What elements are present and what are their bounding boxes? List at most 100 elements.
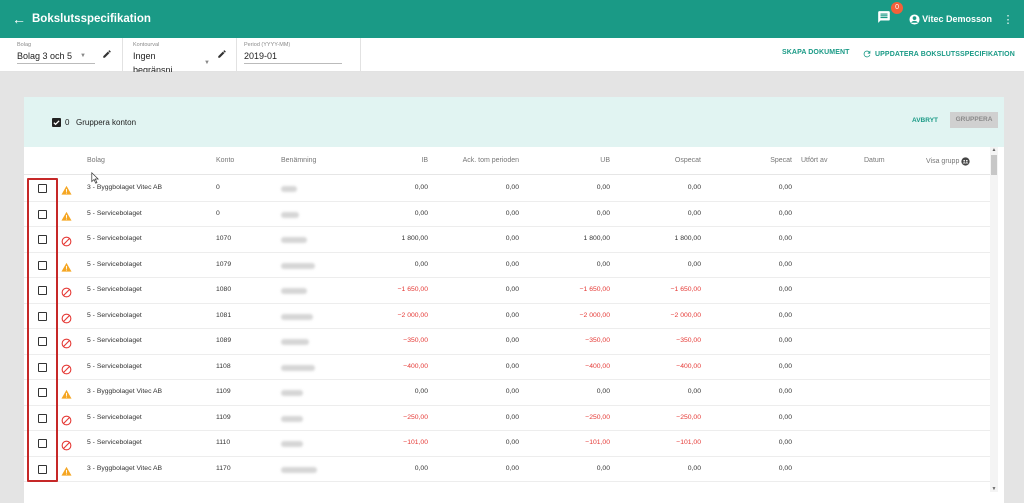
cell-ospecat: −250,00: [676, 413, 701, 421]
table-row[interactable]: 5 - Servicebolaget 1110 −101,00 0,00 −101,00…: [24, 431, 990, 457]
block-icon: [61, 336, 72, 349]
cell-ub: 0,00: [596, 209, 610, 217]
column-header-ack[interactable]: Ack. tom perioden: [462, 157, 519, 164]
user-menu[interactable]: Vitec Demosson: [909, 13, 992, 25]
row-checkbox[interactable]: [38, 337, 47, 346]
chat-icon[interactable]: 0: [877, 2, 904, 28]
column-header-datum[interactable]: Datum: [864, 157, 885, 164]
cell-konto: 1108: [216, 362, 231, 370]
cell-ib: 0,00: [414, 464, 428, 472]
cell-ub: 0,00: [596, 260, 610, 268]
table-row[interactable]: 5 - Servicebolaget 1108 −400,00 0,00 −400,00…: [24, 355, 990, 380]
cell-ospecat: 0,00: [687, 260, 701, 268]
row-checkbox[interactable]: [38, 464, 47, 474]
cell-ib: −350,00: [403, 337, 428, 344]
table-row[interactable]: 3 - Byggbolaget Vitec AB 1109 0,00 0,00 0,00…: [24, 380, 990, 406]
table-row[interactable]: 5 - Servicebolaget 1080 −1 650,00 0,00 −1 65…: [24, 278, 990, 304]
table-body: 3 - Byggbolaget Vitec AB 0 0,00 0,00 0,00 0,0…: [24, 176, 990, 503]
cell-benamning-redacted: [281, 186, 297, 192]
cell-konto: 1110: [216, 439, 231, 446]
column-header-benamning[interactable]: Benämning: [281, 157, 317, 164]
edit-pencil-icon[interactable]: [102, 49, 112, 59]
scroll-up-arrow-icon[interactable]: ▲: [991, 147, 997, 153]
cell-specat: 0,00: [778, 464, 792, 472]
column-header-ospecat[interactable]: Ospecat: [674, 157, 701, 164]
column-header-utfort[interactable]: Utfört av: [801, 157, 828, 164]
group-checkbox[interactable]: [52, 118, 61, 127]
cell-ub: 1 800,00: [583, 235, 610, 242]
cell-benamning-redacted: [281, 313, 313, 320]
scroll-down-arrow-icon[interactable]: ▼: [991, 486, 997, 492]
row-checkbox[interactable]: [38, 184, 47, 193]
cell-ack: 0,00: [505, 311, 519, 319]
kontourval-select[interactable]: Kontourval Ingen begränsni ▼: [133, 42, 210, 78]
table-row[interactable]: 3 - Byggbolaget Vitec AB 0 0,00 0,00 0,00 0,0…: [24, 176, 990, 202]
cell-ib: 0,00: [414, 184, 428, 191]
table-row[interactable]: 5 - Servicebolaget 1089 −350,00 0,00 −350,00…: [24, 329, 990, 355]
cell-ospecat: −2 000,00: [670, 311, 701, 319]
cell-ib: −101,00: [403, 439, 428, 446]
column-header-ib[interactable]: IB: [421, 157, 428, 164]
cell-specat: 0,00: [778, 439, 792, 446]
checkbox-column-highlight: [27, 178, 58, 482]
row-checkbox[interactable]: [38, 209, 47, 219]
column-header-konto[interactable]: Konto: [216, 157, 235, 164]
table-row[interactable]: 3 - Byggbolaget Vitec AB 1170 0,00 0,00 0,00…: [24, 457, 990, 482]
table-header: Bolag Konto Benämning IB Ack. tom period…: [24, 147, 990, 175]
cell-ack: 0,00: [505, 260, 519, 268]
avbryt-button[interactable]: AVBRYT: [912, 117, 938, 124]
more-vert-icon[interactable]: ⋮: [1002, 13, 1014, 26]
back-arrow-icon[interactable]: ←: [12, 11, 26, 27]
table-row[interactable]: 5 - Servicebolaget 0 0,00 0,00 0,00 0,00 0,00: [24, 202, 990, 227]
block-icon: [61, 438, 72, 451]
cell-specat: 0,00: [778, 209, 792, 217]
table-row[interactable]: 5 - Servicebolaget 1079 0,00 0,00 0,00 0,00 0,…: [24, 253, 990, 278]
cell-ospecat: −101,00: [676, 439, 701, 446]
cell-ack: 0,00: [505, 184, 519, 191]
table-row[interactable]: 5 - Servicebolaget 1070 1 800,00 0,00 1 800,…: [24, 227, 990, 253]
row-checkbox[interactable]: [38, 311, 47, 321]
table-row[interactable]: 5 - Servicebolaget 1109 −250,00 0,00 −250,00…: [24, 406, 990, 431]
cell-benamning-redacted: [281, 415, 303, 422]
group-count: 0: [65, 118, 70, 127]
cell-konto: 1081: [216, 311, 232, 319]
period-input[interactable]: Period (YYYY-MM) 2019-01: [244, 42, 342, 70]
row-checkbox[interactable]: [38, 439, 47, 448]
uppdatera-label: UPPDATERA BOKSLUTSSPECIFIKATION: [875, 50, 1015, 58]
cell-benamning-redacted: [281, 262, 315, 269]
block-icon: [61, 311, 72, 323]
uppdatera-button[interactable]: UPPDATERA BOKSLUTSSPECIFIKATION: [862, 49, 1015, 59]
cell-ospecat: −400,00: [676, 362, 701, 370]
bolag-select[interactable]: Bolag Bolag 3 och 5 ▼: [17, 42, 95, 70]
cell-ib: −250,00: [403, 413, 428, 421]
skapa-dokument-button[interactable]: SKAPA DOKUMENT: [782, 49, 850, 56]
vertical-scrollbar[interactable]: ▲ ▼: [990, 147, 998, 492]
scroll-thumb[interactable]: [991, 155, 997, 175]
column-header-visa-grupp[interactable]: Visa grupp: [926, 157, 970, 166]
gruppera-button[interactable]: GRUPPERA: [950, 112, 998, 128]
cell-ub: 0,00: [596, 388, 610, 395]
cell-ib: −2 000,00: [397, 311, 428, 319]
cell-bolag: 5 - Servicebolaget: [87, 362, 142, 370]
column-header-bolag[interactable]: Bolag: [87, 157, 105, 164]
warning-icon: [61, 209, 72, 221]
column-header-specat[interactable]: Specat: [770, 157, 792, 164]
row-checkbox[interactable]: [38, 413, 47, 423]
row-checkbox[interactable]: [38, 362, 47, 372]
row-checkbox[interactable]: [38, 388, 47, 397]
row-checkbox[interactable]: [38, 286, 47, 295]
cell-ospecat: 1 800,00: [674, 235, 701, 242]
column-header-ub[interactable]: UB: [600, 157, 610, 164]
block-icon: [61, 234, 72, 247]
row-checkbox[interactable]: [38, 260, 47, 270]
cell-benamning-redacted: [281, 390, 303, 396]
cell-specat: 0,00: [778, 413, 792, 421]
row-checkbox[interactable]: [38, 235, 47, 244]
edit-pencil-icon[interactable]: [217, 49, 227, 59]
cell-benamning-redacted: [281, 339, 309, 345]
cell-bolag: 5 - Servicebolaget: [87, 439, 142, 446]
skapa-dokument-label: SKAPA DOKUMENT: [782, 49, 850, 56]
table-row[interactable]: 5 - Servicebolaget 1081 −2 000,00 0,00 −2 00…: [24, 304, 990, 329]
kontourval-label: Kontourval: [133, 42, 160, 48]
period-value: 2019-01: [244, 51, 278, 61]
